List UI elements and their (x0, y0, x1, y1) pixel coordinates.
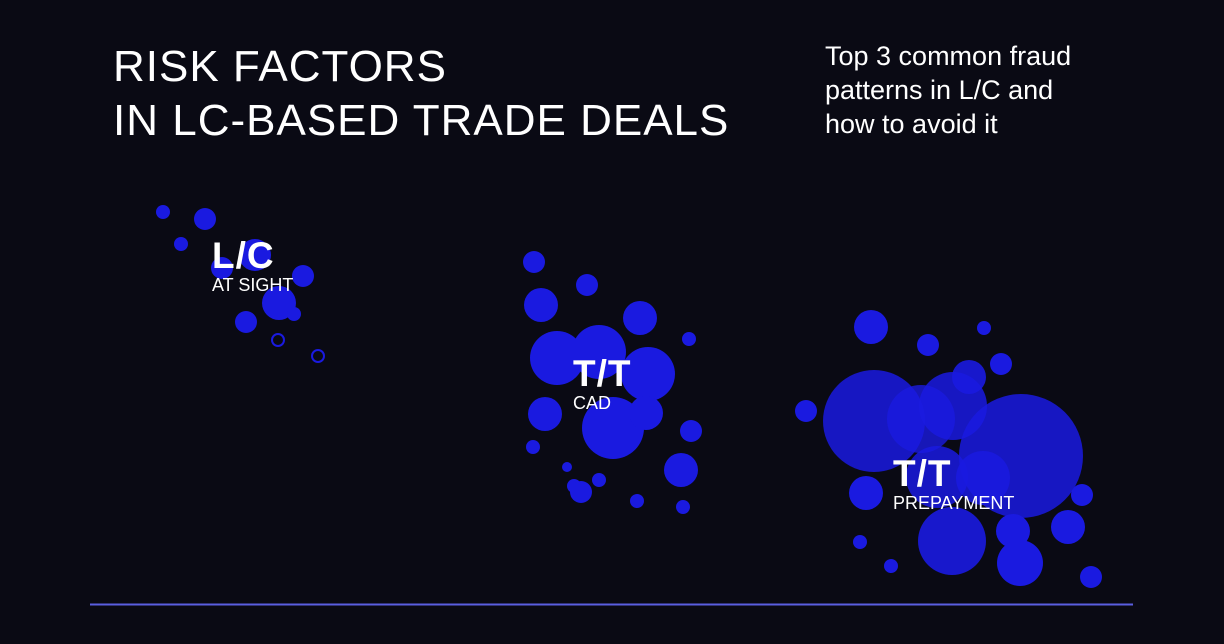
bubble (664, 453, 698, 487)
subtitle-line-3: how to avoid it (825, 109, 998, 139)
column-label-main: L/C (212, 235, 275, 276)
bubble (956, 451, 1010, 505)
title-line-1: RISK FACTORS (113, 42, 447, 91)
bubble (977, 321, 991, 335)
page-title: RISK FACTORS IN LC-BASED TRADE DEALS (113, 40, 729, 148)
bubble (997, 540, 1043, 586)
bubble-outline (311, 349, 325, 363)
column-label-tt-prepayment: T/T PREPAYMENT (893, 453, 1015, 514)
bubble (887, 385, 955, 453)
subtitle-line-1: Top 3 common fraud (825, 41, 1072, 71)
bubble (235, 311, 257, 333)
bubble (287, 307, 301, 321)
bubble (239, 239, 271, 271)
bubble (1051, 510, 1085, 544)
bubble (526, 440, 540, 454)
bubble (524, 288, 558, 322)
bubble (530, 331, 584, 385)
bubble (680, 420, 702, 442)
bubble (1080, 566, 1102, 588)
bubble (849, 476, 883, 510)
title-line-2: IN LC-BASED TRADE DEALS (113, 96, 730, 145)
bubble-cluster-tt-cad (523, 251, 702, 514)
bubble (623, 301, 657, 335)
bubble (562, 462, 572, 472)
bubble (570, 481, 592, 503)
bubble (592, 473, 606, 487)
bubble (211, 257, 233, 279)
bubble (990, 353, 1012, 375)
bubble (621, 347, 675, 401)
bubble (906, 446, 968, 508)
bubble (884, 559, 898, 573)
subtitle-line-2: patterns in L/C and (825, 75, 1054, 105)
column-label-sub: AT SIGHT (212, 275, 294, 295)
column-label-lc-at-sight: L/C AT SIGHT (212, 235, 294, 296)
bubble-outline (271, 333, 285, 347)
bubble (629, 396, 663, 430)
column-label-tt-cad: T/T CAD (573, 353, 632, 414)
bubble (523, 251, 545, 273)
column-label-main: T/T (893, 453, 952, 494)
bubble-cluster-lc-at-sight (156, 205, 325, 363)
bubble (582, 397, 644, 459)
bubble (676, 500, 690, 514)
bubble (996, 514, 1030, 548)
bubble (854, 310, 888, 344)
bubble (572, 325, 626, 379)
bubble-cluster-tt-prepayment (795, 310, 1102, 588)
bubble (576, 274, 598, 296)
bubble (292, 265, 314, 287)
column-label-sub: CAD (573, 393, 612, 413)
bubble (795, 400, 817, 422)
bubble (630, 494, 644, 508)
bubble (853, 535, 867, 549)
bubble (917, 334, 939, 356)
bubble (174, 237, 188, 251)
bubble (952, 360, 986, 394)
column-label-sub: PREPAYMENT (893, 493, 1015, 513)
bubble (528, 397, 562, 431)
column-label-main: T/T (573, 353, 632, 394)
bubble (194, 208, 216, 230)
bubble (1071, 484, 1093, 506)
page-subtitle: Top 3 common fraud patterns in L/C and h… (825, 39, 1071, 141)
bubble (156, 205, 170, 219)
bubble (918, 507, 986, 575)
bubble (682, 332, 696, 346)
